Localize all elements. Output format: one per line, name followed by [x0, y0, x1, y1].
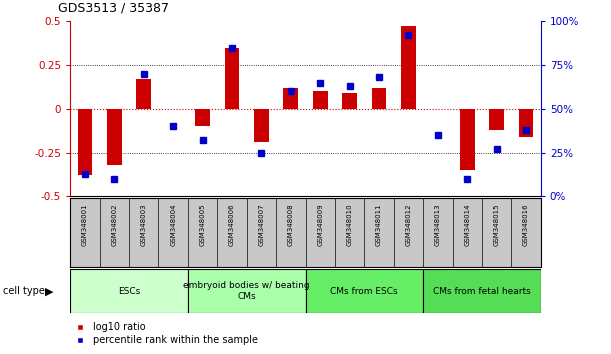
Bar: [78, 109, 92, 176]
Bar: [196, 109, 210, 126]
Text: GSM348010: GSM348010: [346, 204, 353, 246]
Bar: [489, 109, 504, 130]
Text: GSM348004: GSM348004: [170, 204, 176, 246]
Bar: [371, 88, 386, 109]
Bar: [306, 269, 423, 313]
Text: ESCs: ESCs: [118, 287, 140, 296]
Text: GSM348013: GSM348013: [435, 204, 441, 246]
Bar: [460, 109, 475, 170]
Bar: [225, 47, 240, 109]
Text: GSM348011: GSM348011: [376, 204, 382, 246]
Bar: [70, 269, 188, 313]
Legend: log10 ratio, percentile rank within the sample: log10 ratio, percentile rank within the …: [66, 319, 262, 349]
Text: GSM348001: GSM348001: [82, 204, 88, 246]
Text: GDS3513 / 35387: GDS3513 / 35387: [58, 1, 169, 14]
Bar: [254, 109, 269, 142]
Text: ▶: ▶: [45, 286, 53, 296]
Text: GSM348007: GSM348007: [258, 204, 265, 246]
Text: GSM348014: GSM348014: [464, 204, 470, 246]
Text: GSM348009: GSM348009: [317, 204, 323, 246]
Text: GSM348012: GSM348012: [406, 204, 411, 246]
Text: GSM348016: GSM348016: [523, 204, 529, 246]
Bar: [284, 88, 298, 109]
Bar: [423, 269, 541, 313]
Bar: [107, 109, 122, 165]
Text: embryoid bodies w/ beating
CMs: embryoid bodies w/ beating CMs: [183, 281, 310, 301]
Text: GSM348006: GSM348006: [229, 204, 235, 246]
Bar: [342, 93, 357, 109]
Bar: [519, 109, 533, 137]
Text: CMs from fetal hearts: CMs from fetal hearts: [433, 287, 531, 296]
Text: GSM348003: GSM348003: [141, 204, 147, 246]
Bar: [136, 79, 151, 109]
Text: GSM348015: GSM348015: [494, 204, 500, 246]
Bar: [401, 27, 415, 109]
Bar: [188, 269, 306, 313]
Text: GSM348005: GSM348005: [200, 204, 205, 246]
Text: GSM348002: GSM348002: [111, 204, 117, 246]
Bar: [313, 91, 327, 109]
Text: CMs from ESCs: CMs from ESCs: [331, 287, 398, 296]
Text: GSM348008: GSM348008: [288, 204, 294, 246]
Text: cell type: cell type: [3, 286, 45, 296]
